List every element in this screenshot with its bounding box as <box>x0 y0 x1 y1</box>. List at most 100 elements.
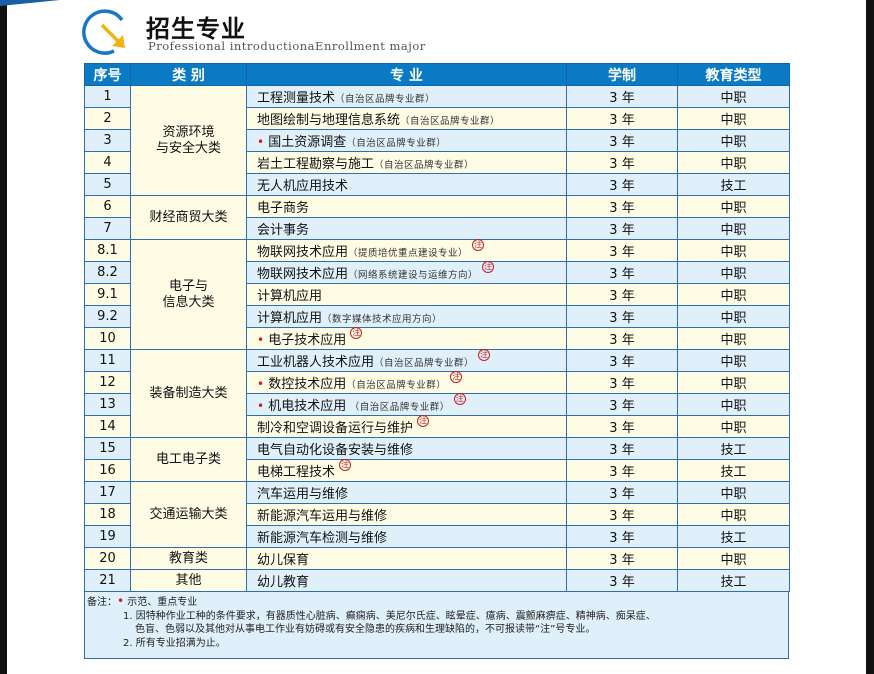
row-type: 中职 <box>677 481 790 504</box>
row-type: 技工 <box>677 459 790 482</box>
row-category: 财经商贸大类 <box>130 195 247 240</box>
row-major: 工程测量技术（自治区品牌专业群） <box>246 85 567 108</box>
row-no: 1 <box>84 85 131 108</box>
category-line: 资源环境 <box>162 124 215 140</box>
row-no: 12 <box>84 371 131 394</box>
row-years: 3 年 <box>566 173 678 196</box>
row-type: 技工 <box>677 525 790 548</box>
category-line: 财经商贸大类 <box>149 209 228 225</box>
row-category: 交通运输大类 <box>130 481 247 548</box>
row-category: 电子与 信息大类 <box>130 239 247 350</box>
row-no: 19 <box>84 525 131 548</box>
row-type: 中职 <box>677 503 790 526</box>
major-name: 无人机应用技术 <box>257 179 349 194</box>
row-type: 中职 <box>677 195 790 218</box>
major-name: 电子商务 <box>257 201 310 216</box>
note-mark-icon: 注 <box>453 393 466 405</box>
row-type: 技工 <box>677 569 790 592</box>
row-type: 中职 <box>677 107 790 130</box>
red-dot-icon: • <box>257 333 265 347</box>
row-no: 16 <box>84 459 131 482</box>
row-major: • 机电技术应用 （自治区品牌专业群）注 <box>246 393 567 416</box>
row-years: 3 年 <box>566 481 678 504</box>
table-row: 9.2 计算机应用（数字媒体技术应用方向） 3 年中职 <box>84 305 790 328</box>
row-major: 物联网技术应用（网络系统建设与运维方向）注 <box>246 261 567 284</box>
row-no: 5 <box>84 173 131 196</box>
row-years: 3 年 <box>566 371 678 394</box>
table-row: 19 新能源汽车检测与维修 3 年技工 <box>84 525 790 548</box>
row-major: 地图绘制与地理信息系统（自治区品牌专业群） <box>246 107 567 130</box>
row-major: 计算机应用 <box>246 283 567 306</box>
table-row: 7 会计事务 3 年中职 <box>84 217 790 240</box>
table-row: 14 制冷和空调设备运行与维护注 3 年中职 <box>84 415 790 438</box>
category-line: 与安全大类 <box>155 140 221 156</box>
remark-2: 2. 所有专业招满为止。 <box>123 637 226 649</box>
row-type: 中职 <box>677 151 790 174</box>
table-row: 21 其他 幼儿教育 3 年技工 <box>84 569 790 592</box>
row-years: 3 年 <box>566 151 678 174</box>
table-row: 1 资源环境 与安全大类 工程测量技术（自治区品牌专业群） 3 年中职 <box>84 85 790 196</box>
corner-decoration <box>0 0 60 6</box>
red-dot-icon: • <box>117 594 125 608</box>
row-no: 8.1 <box>84 239 131 262</box>
row-type: 中职 <box>677 239 790 262</box>
table-row: 18 新能源汽车运用与维修 3 年中职 <box>84 503 790 526</box>
major-name: 物联网技术应用 <box>257 267 349 282</box>
row-major: 幼儿保育 <box>246 547 567 570</box>
category-line: 电子与 <box>168 278 208 294</box>
left-edge <box>0 0 7 674</box>
remarks-label: 备注： <box>87 597 117 608</box>
row-major: • 电子技术应用注 <box>246 327 567 350</box>
row-major: • 数控技术应用（自治区品牌专业群）注 <box>246 371 567 394</box>
note-mark-icon: 注 <box>450 371 463 383</box>
row-category: 教育类 <box>130 547 247 570</box>
row-type: 中职 <box>677 283 790 306</box>
category-line: 信息大类 <box>162 294 215 310</box>
table-row: 20 教育类 幼儿保育 3 年中职 <box>84 547 790 570</box>
category-line: 其他 <box>175 572 202 588</box>
note-mark-icon: 注 <box>417 415 430 427</box>
row-type: 中职 <box>677 217 790 240</box>
major-name: 电梯工程技术 <box>257 465 336 480</box>
note-mark-icon: 注 <box>472 239 485 251</box>
row-no: 6 <box>84 195 131 218</box>
row-years: 3 年 <box>566 283 678 306</box>
table-row: 17 交通运输大类 汽车运用与维修 3 年中职 <box>84 481 790 548</box>
table-row: 2 地图绘制与地理信息系统（自治区品牌专业群） 3 年中职 <box>84 107 790 130</box>
row-major: 新能源汽车运用与维修 <box>246 503 567 526</box>
row-major: 汽车运用与维修 <box>246 481 567 504</box>
row-type: 中职 <box>677 85 790 108</box>
row-major: 物联网技术应用（提质培优重点建设专业）注 <box>246 239 567 262</box>
majors-table: 序号 类 别 专 业 学制 教育类型 1 资源环境 与安全大类 工程测量技术（自治区品… <box>84 63 790 592</box>
col-category: 类 别 <box>130 63 247 86</box>
table-row: 8.2 物联网技术应用（网络系统建设与运维方向）注 3 年中职 <box>84 261 790 284</box>
page-title: 招生专业 <box>146 15 246 43</box>
note-mark-icon: 注 <box>478 349 491 361</box>
row-years: 3 年 <box>566 261 678 284</box>
row-years: 3 年 <box>566 569 678 592</box>
row-years: 3 年 <box>566 327 678 350</box>
table-row: 10 • 电子技术应用注 3 年中职 <box>84 327 790 350</box>
row-years: 3 年 <box>566 305 678 328</box>
major-name: 制冷和空调设备运行与维护 <box>257 421 414 436</box>
col-type: 教育类型 <box>677 63 790 86</box>
category-line: 交通运输大类 <box>149 506 228 522</box>
major-name: 国土资源调查 <box>268 135 347 150</box>
row-category: 电工电子类 <box>130 437 247 482</box>
row-type: 中职 <box>677 327 790 350</box>
row-no: 2 <box>84 107 131 130</box>
table-row: 13 • 机电技术应用 （自治区品牌专业群）注 3 年中职 <box>84 393 790 416</box>
major-name: 电气自动化设备安装与维修 <box>257 443 414 458</box>
row-type: 中职 <box>677 305 790 328</box>
major-note: （自治区品牌专业群） <box>346 380 447 391</box>
row-major: 电气自动化设备安装与维修 <box>246 437 567 460</box>
table-row: 5 无人机应用技术 3 年技工 <box>84 173 790 196</box>
row-no: 15 <box>84 437 131 460</box>
major-name: 新能源汽车检测与维修 <box>257 531 388 546</box>
major-name: 幼儿教育 <box>257 575 310 590</box>
col-no: 序号 <box>84 63 131 86</box>
row-major: 电子商务 <box>246 195 567 218</box>
row-years: 3 年 <box>566 437 678 460</box>
row-years: 3 年 <box>566 217 678 240</box>
row-no: 14 <box>84 415 131 438</box>
